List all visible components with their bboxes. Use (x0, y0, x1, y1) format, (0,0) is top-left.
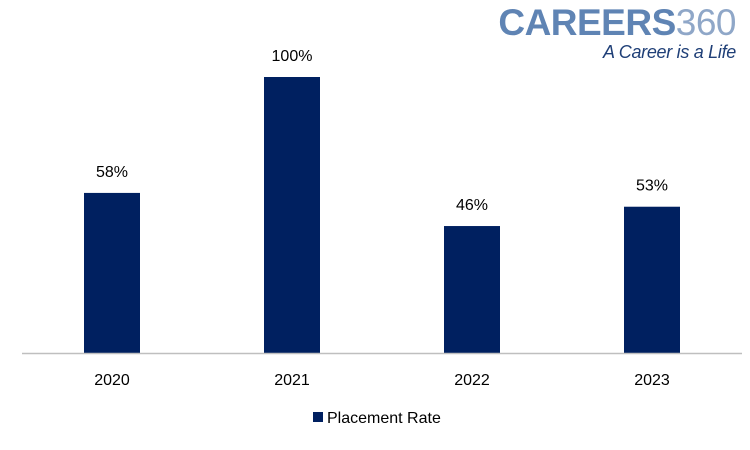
careers360-logo: CAREERS360 A Career is a Life (498, 4, 736, 61)
bar-2023 (624, 206, 680, 353)
logo-tagline: A Career is a Life (603, 42, 736, 62)
x-tick-label-2020: 2020 (94, 372, 130, 389)
bar-2022 (444, 226, 500, 353)
data-label-2020: 58% (96, 164, 128, 181)
logo-wordmark: CAREERS360 (498, 4, 736, 41)
bar-2021 (264, 77, 320, 353)
legend-swatch (313, 412, 323, 422)
data-label-2021: 100% (272, 48, 313, 65)
bar-2020 (84, 192, 140, 353)
data-label-2023: 53% (636, 178, 668, 195)
x-tick-label-2023: 2023 (634, 372, 670, 389)
x-tick-label-2021: 2021 (274, 372, 310, 389)
x-tick-label-2022: 2022 (454, 372, 490, 389)
logo-number: 360 (675, 2, 737, 43)
legend-label: Placement Rate (327, 410, 441, 427)
data-label-2022: 46% (456, 197, 488, 214)
logo-word: CAREERS (498, 2, 676, 43)
